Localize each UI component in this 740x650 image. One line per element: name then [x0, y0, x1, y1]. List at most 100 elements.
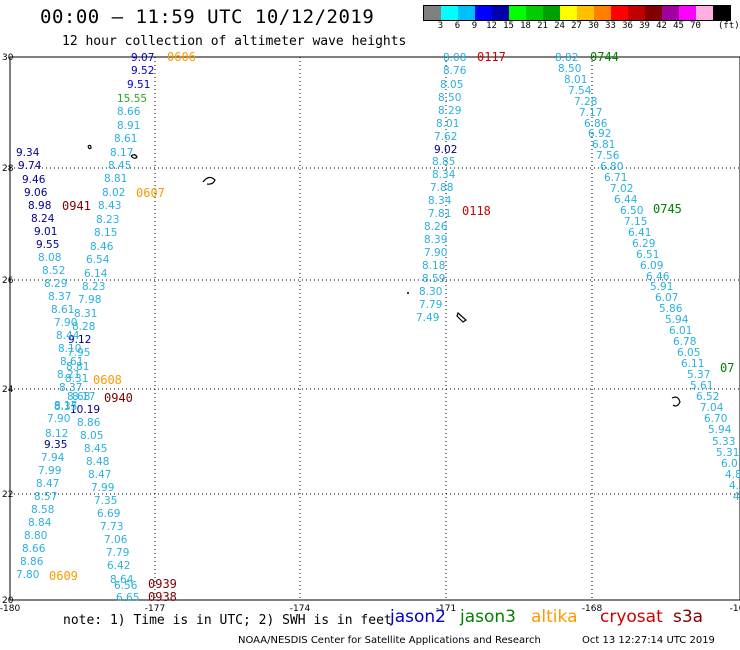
swh-value-jason3: 8.01: [564, 74, 587, 86]
swh-value-jason3: 4.: [729, 480, 739, 492]
swh-value-cryosat: 8.08: [443, 52, 466, 64]
swh-value-s3a: 9.34: [16, 147, 40, 159]
map-frame: [9, 56, 740, 601]
swh-value-s3a: 8.24: [31, 213, 55, 225]
swh-value-jason3: 5.94: [665, 314, 689, 326]
swh-value-cryosat: 8.39: [424, 234, 447, 246]
swh-value-s3a: 7.90: [54, 317, 77, 329]
swh-value-s3a: 8.35: [54, 401, 77, 413]
colorbar-swatch: [458, 6, 475, 20]
swh-value-s3a: 8.12: [45, 428, 68, 440]
y-tick-label: 28: [2, 164, 14, 174]
swh-value-altika: 7.06: [104, 534, 128, 546]
colorbar-unit: (ft): [718, 21, 740, 31]
swh-value-altika: 8.31: [65, 373, 88, 385]
colorbar-label: 12: [486, 21, 497, 31]
swh-value-s3a: 8.08: [38, 252, 61, 264]
swh-value-cryosat: 7.49: [416, 312, 439, 324]
colorbar-swatch: [713, 6, 730, 20]
swh-value-altika: 8.31: [74, 308, 97, 320]
colorbar-label: 3: [437, 21, 444, 31]
page-subtitle: 12 hour collection of altimeter wave hei…: [62, 34, 407, 49]
swh-value-s3a: 9.35: [44, 439, 67, 451]
x-tick-label: -16: [730, 604, 740, 614]
colorbar-label: 36: [622, 21, 633, 31]
swh-value-altika: 7.98: [78, 294, 101, 306]
swh-value-altika: 8.91: [117, 120, 140, 132]
legend-altika: altika: [531, 607, 578, 627]
island-shape: [671, 396, 681, 407]
island-shape: [87, 144, 92, 150]
time-label: 0940: [104, 391, 133, 405]
swh-value-altika: 6.54: [86, 254, 110, 266]
swh-value-cryosat: 8.85: [432, 156, 455, 168]
colorbar-label: 15: [503, 21, 514, 31]
swh-value-altika: 9.51: [127, 79, 150, 91]
swh-value-altika: 8.46: [90, 241, 114, 253]
swh-value-altika: 7.79: [106, 547, 129, 559]
x-tick-label: -171: [436, 604, 456, 614]
swh-value-altika: 7.35: [94, 495, 117, 507]
colorbar-label: 24: [554, 21, 565, 31]
swh-value-jason3: 5.33: [712, 436, 735, 448]
swh-value-jason3: 6.07: [655, 292, 678, 304]
colorbar-swatch: [645, 6, 662, 20]
swh-value-jason3: 5.31: [716, 447, 739, 459]
swh-value-altika: 6.42: [107, 560, 130, 572]
swh-value-jason3: 6.70: [704, 413, 727, 425]
note-text: note: 1) Time is in UTC; 2) SWH is in fe…: [63, 613, 392, 628]
swh-value-altika: 8.17: [72, 391, 95, 403]
swh-value-cryosat: 8.50: [438, 92, 461, 104]
swh-value-s3a: 8.80: [24, 530, 47, 542]
swh-value-altika: 8.43: [98, 200, 121, 212]
legend-jason3: jason3: [460, 607, 516, 627]
swh-value-altika: 9.12: [68, 334, 91, 346]
swh-value-s3a: 8.57: [34, 491, 57, 503]
swh-value-cryosat: 8.34: [428, 195, 452, 207]
swh-value-s3a: 8.61: [60, 356, 83, 368]
swh-value-cryosat: 8.34: [432, 169, 456, 181]
swh-value-jason3: 6.09: [640, 260, 663, 272]
swh-value-altika: 8.81: [104, 173, 127, 185]
swh-value-cryosat: 8.59: [422, 273, 445, 285]
swh-value-altika: 7.95: [67, 347, 90, 359]
swh-value-s3a: 9.74: [18, 160, 42, 172]
timestamp-text: Oct 13 12:27:14 UTC 2019: [582, 635, 715, 646]
swh-value-jason3: 5.61: [690, 380, 713, 392]
swh-value-s3a: 9.01: [34, 226, 57, 238]
colorbar-label: 27: [571, 21, 582, 31]
swh-value-jason3: 6.86: [584, 118, 608, 130]
swh-value-altika: 15.55: [117, 93, 147, 105]
swh-value-jason3: 6.52: [696, 391, 719, 403]
legend-cryosat: cryosat: [600, 607, 663, 627]
swh-value-s3a: 8.61: [51, 304, 74, 316]
swh-value-altika: 6.56: [114, 580, 138, 592]
swh-value-jason3: 7.15: [624, 216, 647, 228]
swh-value-altika: 7.73: [100, 521, 123, 533]
island-shape: [130, 154, 138, 159]
swh-value-jason3: 6.92: [588, 128, 611, 140]
colorbar-swatch: [594, 6, 611, 20]
time-label: 0117: [477, 50, 506, 64]
x-tick-label: -177: [145, 604, 165, 614]
swh-value-jason3: 7.54: [568, 85, 592, 97]
swh-value-s3a: 7.99: [38, 465, 61, 477]
colorbar-swatch: [543, 6, 560, 20]
swh-value-s3a: 8.17: [54, 400, 77, 412]
swh-value-cryosat: 8.26: [424, 221, 448, 233]
swh-value-altika: 9.07: [131, 52, 154, 64]
swh-value-jason3: 7.56: [596, 150, 620, 162]
y-tick-label: 24: [2, 385, 14, 395]
swh-value-altika: 6.65: [116, 592, 139, 604]
colorbar-swatch: [424, 6, 441, 20]
colorbar-label: 9: [471, 21, 478, 31]
swh-value-jason3: 6.71: [604, 172, 627, 184]
y-tick-label: 30: [2, 53, 14, 63]
time-label: 0745: [653, 202, 682, 216]
swh-value-altika: 8.02: [102, 187, 125, 199]
swh-value-jason3: 6.50: [620, 205, 643, 217]
swh-value-jason3: 6.05: [677, 347, 700, 359]
swh-value-altika: 8.66: [117, 106, 141, 118]
swh-value-s3a: 9.46: [22, 174, 46, 186]
